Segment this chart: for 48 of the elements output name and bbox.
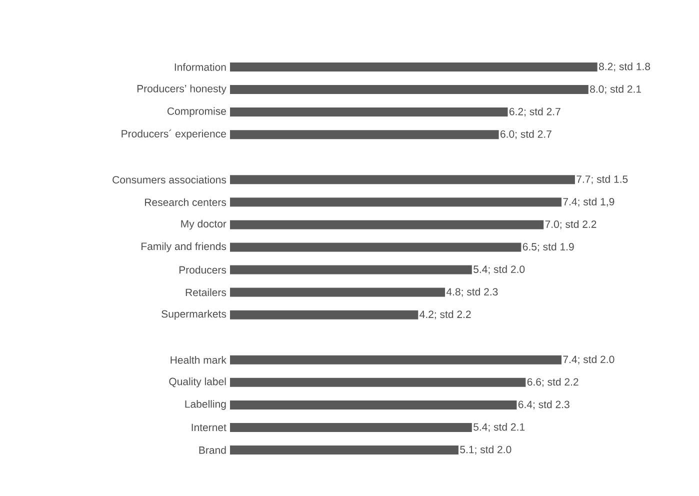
bar [230,242,522,252]
bar [230,378,526,387]
bar [230,198,562,207]
data-label: 4.8; std 2.3 [446,288,498,297]
bar [230,108,508,117]
y-tick-label: Supermarkets [162,310,226,320]
bar [230,62,598,72]
bar [230,265,472,274]
y-tick-label: Producers’ honesty [137,84,226,94]
bar [230,446,458,455]
data-label: 7.0; std 2.2 [545,220,596,230]
y-tick-label: Family and friends [142,242,226,252]
y-tick-label: Quality label [169,378,226,388]
bar [230,85,588,94]
data-label: 7.4; std 1,9 [563,198,614,207]
data-label: 4.2; std 2.2 [420,310,471,320]
bar [230,288,446,297]
y-tick-label: Consumers associations [112,176,226,184]
data-label: 5.4; std 2.0 [474,265,525,274]
y-tick-label: Compromise [167,107,226,117]
data-label: 6.6; std 2.2 [527,378,578,387]
data-label: 6.0; std 2.7 [500,130,552,140]
data-label: 5.4; std 2.1 [474,423,525,432]
bar [230,422,472,432]
y-tick-label: Retailers [186,288,226,296]
y-tick-label: Health mark [170,356,226,364]
bar [230,400,517,410]
data-label: 5.1; std 2.0 [460,446,512,454]
data-label: 8.0; std 2.1 [590,85,642,94]
bar [230,175,575,184]
data-label: 6.4; std 2.3 [518,400,570,410]
data-label: 7.4; std 2.0 [563,355,614,364]
bar [230,220,544,230]
y-tick-label: Labelling [185,400,226,410]
bar [230,355,562,364]
data-label: 7.7; std 1.5 [576,175,628,184]
data-label: 8.2; std 1.8 [599,62,650,72]
y-tick-label: Brand [199,446,226,454]
y-tick-label: My doctor [181,220,226,230]
y-tick-label: Research centers [145,198,226,206]
y-tick-label: Information [174,63,226,71]
data-label: 6.2; std 2.7 [509,108,560,117]
bar [230,130,499,140]
data-label: 6.5; std 1.9 [522,242,574,252]
bar [230,310,418,320]
y-tick-label: Producers [179,266,226,274]
y-tick-label: Producers´ experience [122,130,226,140]
y-tick-label: Internet [192,424,226,432]
